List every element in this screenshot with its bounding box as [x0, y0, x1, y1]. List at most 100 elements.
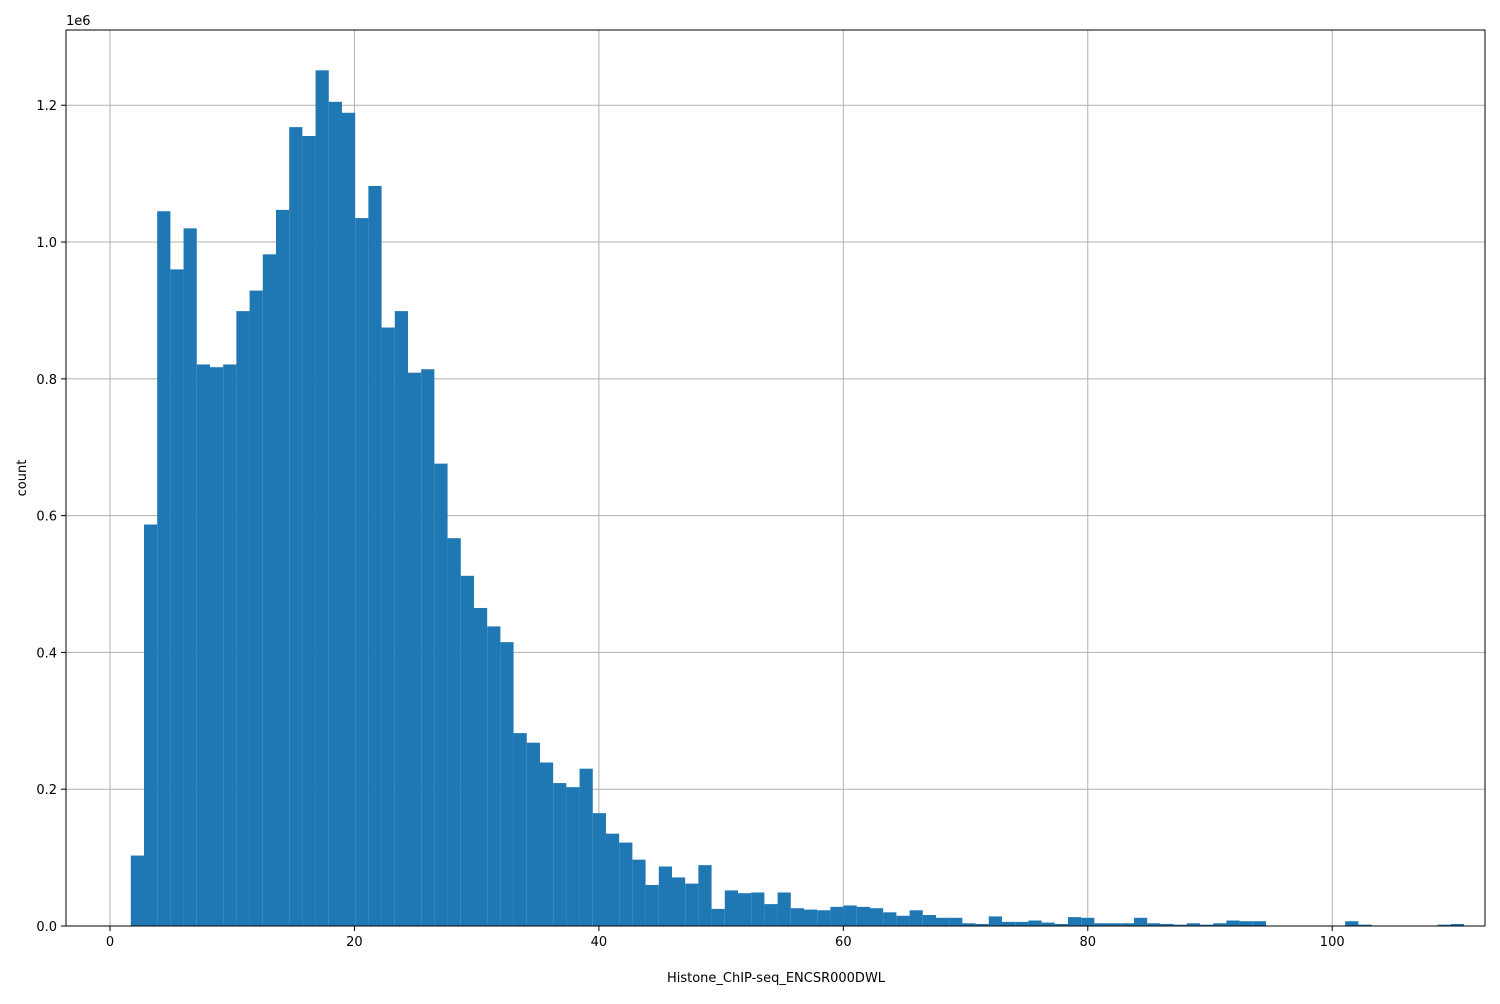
- histogram-bar: [711, 908, 725, 926]
- histogram-bar: [513, 733, 527, 926]
- y-tick-label: 0.2: [36, 783, 57, 798]
- histogram-bar: [1173, 924, 1187, 926]
- histogram-bar: [909, 910, 923, 926]
- x-axis-ticks: 0 20 40 60 80 100: [106, 926, 1345, 950]
- histogram-bar: [817, 910, 831, 926]
- histogram-bar: [1001, 921, 1016, 926]
- histogram-bar: [407, 372, 422, 926]
- histogram-bar: [843, 905, 857, 926]
- histogram-bar: [500, 642, 514, 926]
- y-tick-label: 0.6: [36, 510, 57, 525]
- histogram-bar: [368, 185, 382, 926]
- histogram-bar: [988, 916, 1002, 926]
- x-tick-label: 100: [1320, 935, 1345, 950]
- y-tick-label: 0.0: [36, 920, 57, 935]
- histogram-bar: [1015, 921, 1029, 926]
- histogram-bar: [315, 70, 329, 927]
- histogram-bar: [1028, 920, 1042, 926]
- histogram-bar: [764, 904, 778, 926]
- bars-layer: [130, 70, 1464, 927]
- histogram-bar: [236, 311, 250, 926]
- histogram-bar: [1107, 923, 1121, 926]
- x-tick-label: 40: [591, 935, 608, 950]
- x-tick-label: 60: [835, 935, 852, 950]
- histogram-bar: [1133, 917, 1148, 926]
- histogram-bar: [196, 364, 210, 926]
- histogram-bar: [790, 908, 804, 926]
- histogram-bar: [566, 787, 580, 926]
- histogram-bar: [341, 112, 356, 926]
- histogram-bar: [632, 859, 646, 926]
- histogram-bar: [394, 311, 408, 926]
- histogram-bar: [1186, 923, 1200, 926]
- histogram-bar: [671, 877, 686, 926]
- histogram-bar: [1199, 924, 1214, 926]
- histogram-bar: [1067, 917, 1082, 926]
- histogram-bar: [289, 127, 303, 927]
- histogram-bar: [751, 892, 765, 926]
- histogram-bar: [830, 906, 844, 926]
- histogram-bar: [658, 866, 672, 926]
- histogram-bar: [1239, 921, 1253, 926]
- histogram-bar: [434, 463, 448, 926]
- plot-frame: [65, 29, 1486, 927]
- histogram-bar: [737, 893, 752, 926]
- x-axis-label: Histone_ChIP-seq_ENCSR000DWL: [667, 971, 886, 986]
- histogram-bar: [275, 209, 290, 926]
- y-axis-label: count: [15, 460, 30, 497]
- histogram-bar: [553, 783, 567, 926]
- y-tick-label: 0.8: [36, 373, 57, 388]
- histogram-bar: [1252, 921, 1266, 926]
- histogram-bar: [421, 369, 435, 926]
- histogram-bar: [949, 917, 963, 926]
- histogram-bar: [143, 524, 158, 926]
- histogram-bar: [922, 915, 936, 926]
- histogram-bar: [302, 136, 316, 927]
- histogram-bar: [223, 364, 237, 926]
- histogram-bar: [487, 626, 501, 926]
- histogram-bar: [183, 228, 197, 927]
- x-tick-label: 0: [106, 935, 114, 950]
- y-offset-label: 1e6: [66, 14, 91, 29]
- histogram-bar: [539, 762, 554, 926]
- histogram-bar: [592, 813, 606, 926]
- histogram-bar: [170, 269, 184, 927]
- histogram-bar: [724, 890, 738, 926]
- histogram-bar: [1094, 923, 1108, 926]
- histogram-bar: [869, 908, 884, 926]
- histogram-bar: [460, 575, 474, 926]
- y-tick-label: 1.0: [36, 236, 57, 251]
- histogram-bar: [777, 892, 791, 926]
- histogram-bar: [1450, 923, 1464, 926]
- histogram-bar: [935, 917, 950, 926]
- y-tick-label: 0.4: [36, 646, 57, 661]
- histogram-bar: [975, 923, 989, 926]
- histogram-bar: [1213, 923, 1227, 926]
- histogram-bar: [1226, 920, 1240, 926]
- histogram-bar: [883, 912, 897, 926]
- histogram-bar: [1120, 923, 1134, 926]
- histogram-bar: [1147, 923, 1161, 926]
- histogram-bar: [447, 538, 461, 926]
- histogram-bar: [685, 883, 699, 926]
- histogram-bar: [896, 915, 910, 926]
- y-tick-label: 1.2: [36, 99, 57, 114]
- histogram-bar: [1081, 917, 1095, 926]
- histogram-bar: [328, 101, 342, 927]
- histogram-bar: [1054, 923, 1068, 926]
- histogram-bar: [157, 211, 171, 927]
- histogram-bar: [381, 327, 395, 926]
- histogram-bar: [579, 768, 593, 926]
- histogram-bar: [249, 290, 263, 926]
- histogram-bar: [209, 367, 224, 926]
- histogram-bar: [355, 218, 369, 926]
- histogram-bar: [962, 923, 976, 926]
- histogram-bar: [130, 855, 144, 926]
- histogram-bar: [1358, 924, 1372, 926]
- histogram-bar: [473, 607, 488, 926]
- histogram-bar: [619, 842, 633, 926]
- y-axis-ticks: 0.0 0.2 0.4 0.6 0.8 1.0 1.2: [36, 99, 66, 935]
- histogram-bar: [803, 909, 818, 926]
